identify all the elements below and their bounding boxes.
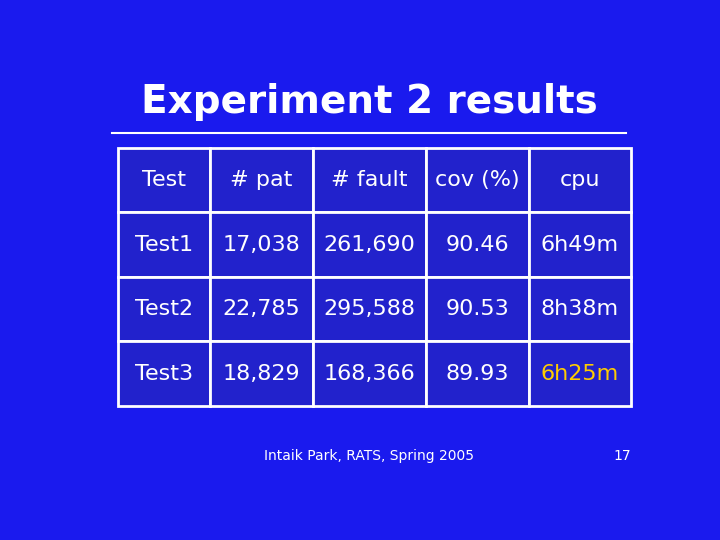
Bar bbox=[210, 212, 313, 277]
Text: Experiment 2 results: Experiment 2 results bbox=[140, 83, 598, 121]
Text: 261,690: 261,690 bbox=[323, 235, 415, 255]
Text: 168,366: 168,366 bbox=[323, 363, 415, 383]
Bar bbox=[210, 341, 313, 406]
Bar bbox=[313, 277, 426, 341]
Text: 17,038: 17,038 bbox=[222, 235, 300, 255]
Bar bbox=[118, 341, 210, 406]
Text: cpu: cpu bbox=[559, 170, 600, 190]
Bar bbox=[426, 277, 528, 341]
Bar bbox=[528, 277, 631, 341]
Text: 90.53: 90.53 bbox=[446, 299, 509, 319]
Text: Test: Test bbox=[142, 170, 186, 190]
Bar bbox=[210, 148, 313, 212]
Text: 6h25m: 6h25m bbox=[541, 363, 619, 383]
Text: 89.93: 89.93 bbox=[446, 363, 509, 383]
Text: 18,829: 18,829 bbox=[222, 363, 300, 383]
Bar bbox=[528, 148, 631, 212]
Text: # fault: # fault bbox=[331, 170, 408, 190]
Bar bbox=[528, 341, 631, 406]
Bar bbox=[118, 212, 210, 277]
Bar bbox=[313, 148, 426, 212]
Text: Intaik Park, RATS, Spring 2005: Intaik Park, RATS, Spring 2005 bbox=[264, 449, 474, 463]
Bar bbox=[426, 341, 528, 406]
Text: 295,588: 295,588 bbox=[323, 299, 415, 319]
Bar bbox=[426, 148, 528, 212]
Text: 22,785: 22,785 bbox=[222, 299, 300, 319]
Bar bbox=[313, 212, 426, 277]
Text: 90.46: 90.46 bbox=[446, 235, 509, 255]
Bar bbox=[528, 212, 631, 277]
Text: 6h49m: 6h49m bbox=[541, 235, 619, 255]
Text: 17: 17 bbox=[613, 449, 631, 463]
Text: Test2: Test2 bbox=[135, 299, 193, 319]
Text: Test1: Test1 bbox=[135, 235, 193, 255]
Text: # pat: # pat bbox=[230, 170, 293, 190]
Bar bbox=[210, 277, 313, 341]
Text: 8h38m: 8h38m bbox=[541, 299, 619, 319]
Bar bbox=[118, 148, 210, 212]
Bar bbox=[426, 212, 528, 277]
Text: Test3: Test3 bbox=[135, 363, 193, 383]
Text: cov (%): cov (%) bbox=[435, 170, 520, 190]
Bar bbox=[313, 341, 426, 406]
Bar bbox=[118, 277, 210, 341]
